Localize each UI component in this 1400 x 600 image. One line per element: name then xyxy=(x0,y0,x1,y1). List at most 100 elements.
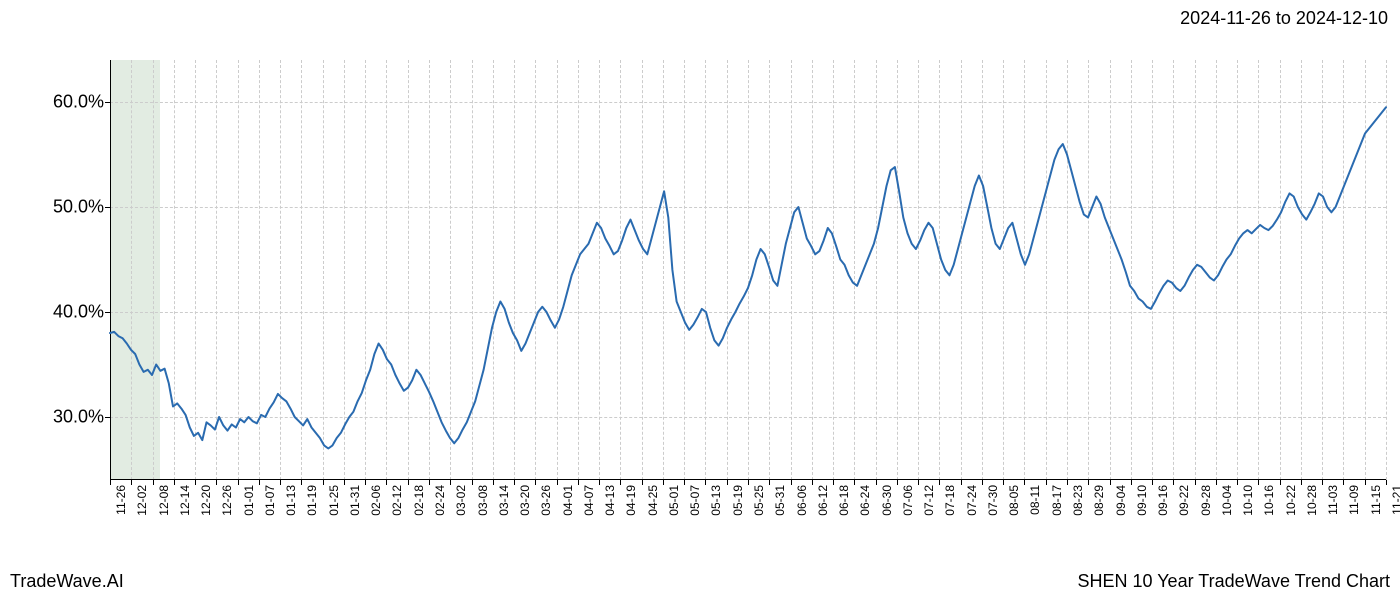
x-tick-label: 10-16 xyxy=(1262,485,1276,516)
x-tick-label: 04-25 xyxy=(646,485,660,516)
x-tick-label: 09-04 xyxy=(1114,485,1128,516)
x-tick-label: 08-17 xyxy=(1050,485,1064,516)
x-tick-mark xyxy=(280,480,281,485)
x-tick-mark xyxy=(365,480,366,485)
x-tick-mark xyxy=(684,480,685,485)
x-tick-label: 01-31 xyxy=(348,485,362,516)
x-tick-mark xyxy=(1216,480,1217,485)
x-tick-label: 03-14 xyxy=(497,485,511,516)
x-tick-mark xyxy=(535,480,536,485)
x-tick-mark xyxy=(323,480,324,485)
x-tick-label: 02-12 xyxy=(390,485,404,516)
x-tick-mark xyxy=(153,480,154,485)
x-tick-label: 02-18 xyxy=(412,485,426,516)
x-tick-mark xyxy=(705,480,706,485)
x-tick-mark xyxy=(259,480,260,485)
x-tick-mark xyxy=(1301,480,1302,485)
x-tick-mark xyxy=(897,480,898,485)
x-tick-label: 09-10 xyxy=(1135,485,1149,516)
x-tick-label: 05-31 xyxy=(773,485,787,516)
x-tick-mark xyxy=(833,480,834,485)
x-tick-label: 11-26 xyxy=(114,485,128,515)
x-tick-label: 05-13 xyxy=(709,485,723,516)
x-tick-label: 09-28 xyxy=(1199,485,1213,516)
x-tick-mark xyxy=(216,480,217,485)
x-tick-label: 12-26 xyxy=(220,485,234,516)
x-tick-mark xyxy=(727,480,728,485)
x-tick-label: 06-12 xyxy=(816,485,830,516)
y-tick-label: 30.0% xyxy=(53,407,104,428)
x-tick-mark xyxy=(769,480,770,485)
x-tick-mark xyxy=(961,480,962,485)
x-tick-label: 11-03 xyxy=(1326,485,1340,515)
x-tick-label: 05-07 xyxy=(688,485,702,516)
x-tick-label: 04-07 xyxy=(582,485,596,516)
x-tick-label: 06-24 xyxy=(858,485,872,516)
x-tick-label: 04-19 xyxy=(624,485,638,516)
x-tick-label: 11-09 xyxy=(1347,485,1361,515)
x-tick-mark xyxy=(1131,480,1132,485)
x-tick-label: 11-15 xyxy=(1369,485,1383,515)
x-tick-mark xyxy=(876,480,877,485)
x-tick-label: 07-24 xyxy=(965,485,979,516)
x-tick-label: 05-01 xyxy=(667,485,681,516)
x-tick-mark xyxy=(514,480,515,485)
trend-line xyxy=(110,107,1386,448)
x-tick-label: 04-13 xyxy=(603,485,617,516)
x-tick-label: 01-19 xyxy=(305,485,319,516)
x-tick-mark xyxy=(131,480,132,485)
x-tick-label: 07-18 xyxy=(943,485,957,516)
y-tick-label: 40.0% xyxy=(53,302,104,323)
x-tick-label: 08-11 xyxy=(1028,485,1042,515)
x-tick-label: 03-08 xyxy=(476,485,490,516)
x-tick-mark xyxy=(1237,480,1238,485)
x-tick-mark xyxy=(1024,480,1025,485)
x-tick-label: 06-18 xyxy=(837,485,851,516)
x-tick-mark xyxy=(578,480,579,485)
x-tick-label: 12-02 xyxy=(135,485,149,516)
x-tick-mark xyxy=(663,480,664,485)
x-tick-mark xyxy=(1003,480,1004,485)
x-tick-label: 11-21 xyxy=(1390,485,1400,515)
x-tick-label: 01-01 xyxy=(242,485,256,516)
x-tick-label: 05-25 xyxy=(752,485,766,516)
x-tick-label: 08-23 xyxy=(1071,485,1085,516)
line-series xyxy=(110,60,1386,480)
x-tick-mark xyxy=(344,480,345,485)
x-tick-label: 03-02 xyxy=(454,485,468,516)
x-tick-mark xyxy=(918,480,919,485)
x-tick-mark xyxy=(174,480,175,485)
x-tick-label: 01-07 xyxy=(263,485,277,516)
chart-title: SHEN 10 Year TradeWave Trend Chart xyxy=(1078,571,1391,592)
x-tick-label: 10-22 xyxy=(1284,485,1298,516)
x-tick-mark xyxy=(429,480,430,485)
x-tick-label: 04-01 xyxy=(561,485,575,516)
x-tick-mark xyxy=(791,480,792,485)
x-tick-mark xyxy=(1258,480,1259,485)
x-tick-mark xyxy=(854,480,855,485)
x-tick-label: 10-10 xyxy=(1241,485,1255,516)
x-tick-mark xyxy=(1173,480,1174,485)
x-tick-label: 09-16 xyxy=(1156,485,1170,516)
y-tick-mark xyxy=(105,207,110,208)
x-tick-label: 06-06 xyxy=(795,485,809,516)
x-tick-mark xyxy=(1067,480,1068,485)
y-tick-mark xyxy=(105,102,110,103)
x-tick-label: 12-20 xyxy=(199,485,213,516)
x-tick-mark xyxy=(1046,480,1047,485)
x-tick-label: 05-19 xyxy=(731,485,745,516)
x-tick-label: 07-12 xyxy=(922,485,936,516)
x-tick-label: 12-08 xyxy=(157,485,171,516)
x-tick-mark xyxy=(238,480,239,485)
x-tick-mark xyxy=(1110,480,1111,485)
x-tick-label: 08-29 xyxy=(1092,485,1106,516)
x-tick-mark xyxy=(1195,480,1196,485)
x-tick-mark xyxy=(408,480,409,485)
x-tick-mark xyxy=(1343,480,1344,485)
x-tick-label: 02-24 xyxy=(433,485,447,516)
x-tick-mark xyxy=(450,480,451,485)
x-tick-label: 07-06 xyxy=(901,485,915,516)
x-tick-mark xyxy=(620,480,621,485)
x-tick-mark xyxy=(1322,480,1323,485)
x-tick-mark xyxy=(642,480,643,485)
